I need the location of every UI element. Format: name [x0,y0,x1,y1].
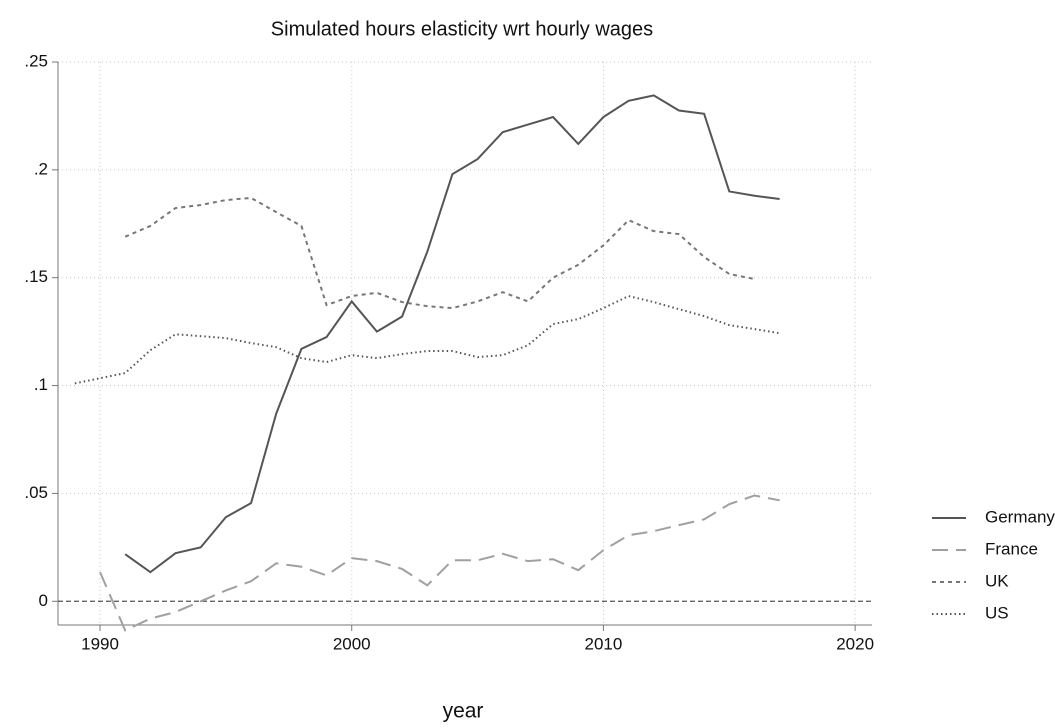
legend-label: UK [985,571,1009,590]
legend-label: France [985,539,1038,558]
legend-label: Germany [985,507,1055,526]
x-tick-label: 2010 [585,634,623,653]
y-tick-label: .1 [34,375,48,394]
y-tick-label: 0 [39,591,48,610]
x-axis-label: year [443,700,484,723]
x-tick-label: 1990 [81,634,119,653]
y-tick-label: .15 [24,267,48,286]
legend-label: US [985,603,1009,622]
y-tick-label: .05 [24,483,48,502]
chart-title: Simulated hours elasticity wrt hourly wa… [271,18,653,40]
x-tick-label: 2020 [836,634,874,653]
series-line [124,196,755,310]
y-tick-label: .2 [34,159,48,178]
x-tick-label: 2000 [333,634,371,653]
series-line [99,494,780,632]
y-tick-label: .25 [24,51,48,70]
series-line [124,94,780,574]
